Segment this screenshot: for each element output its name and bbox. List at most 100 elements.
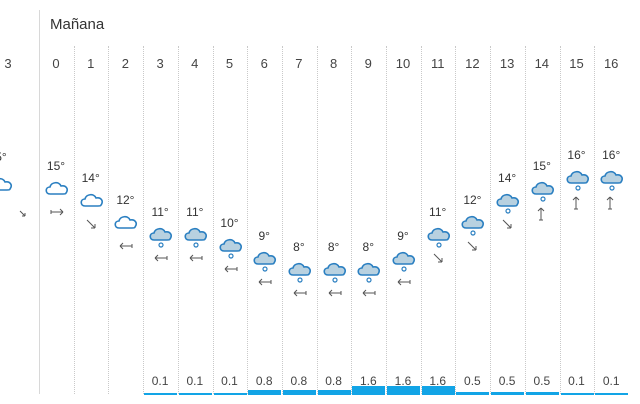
- hour-separator: [73, 46, 75, 394]
- hour-separator: [177, 46, 179, 394]
- hour-label: 5: [225, 56, 234, 71]
- precipitation-bar: [144, 393, 178, 395]
- hour-separator: [143, 46, 145, 394]
- hour-separator: [420, 46, 422, 394]
- rain-cloud-icon: [149, 227, 173, 248]
- hour-separator: [281, 46, 283, 394]
- precipitation-value: 0.8: [255, 374, 273, 388]
- rain-cloud-icon: [565, 170, 589, 191]
- rain-cloud-icon: [531, 181, 554, 202]
- day-divider: [39, 10, 40, 394]
- precipitation-bar: [352, 386, 386, 395]
- temp-label: 15°: [532, 159, 551, 173]
- hour-label: 0: [52, 56, 60, 71]
- rain-cloud-icon: [496, 193, 520, 214]
- wind-west-arrow-icon: [224, 265, 237, 273]
- day-label: Mañana: [50, 16, 105, 33]
- hour-column-prev: 3 5°: [0, 0, 40, 404]
- temp-label: 16°: [602, 148, 621, 162]
- rain-cloud-icon: [427, 227, 450, 248]
- hour-label: 10: [395, 56, 411, 71]
- hour-label: 14: [534, 56, 550, 71]
- hour-column: 11 11° 1.6: [420, 0, 456, 404]
- hour-separator: [386, 46, 387, 394]
- temp-label: 8°: [362, 240, 375, 254]
- wind-southeast-arrow-icon: [468, 241, 477, 251]
- rain-cloud-icon: [253, 251, 277, 272]
- precipitation-value: 0.8: [290, 374, 308, 388]
- hour-separator: [108, 46, 110, 394]
- hour-column: 5 10° 0.1: [212, 0, 248, 404]
- hour-separator: [212, 46, 214, 394]
- wind-arrow-icon: [19, 210, 26, 217]
- hour-label: 12: [465, 56, 480, 71]
- hour-label: 7: [295, 56, 303, 71]
- precipitation-value: 0.1: [221, 374, 238, 388]
- wind-west-arrow-icon: [293, 289, 307, 297]
- precipitation-bar: [317, 390, 351, 395]
- hour-label: 2: [121, 56, 129, 71]
- rain-cloud-icon: [184, 227, 207, 248]
- precipitation-value: 1.6: [429, 374, 447, 388]
- hour-column: 12 12° 0.5: [455, 0, 490, 404]
- hour-label: 11: [430, 56, 445, 71]
- wind-west-arrow-icon: [120, 242, 133, 250]
- temp-label: 12°: [463, 193, 482, 207]
- temp-label: 11°: [186, 205, 204, 219]
- hour-column: 13 14° 0.5: [490, 0, 525, 404]
- hour-column: 4 11° 0.1: [177, 0, 213, 404]
- hour-column: 9 8° 1.6: [351, 0, 386, 404]
- hour-column: 6 9° 0.8: [247, 0, 282, 404]
- cloud-icon: [80, 193, 103, 207]
- wind-north-arrow-icon: [606, 196, 614, 210]
- hour-label: 9: [364, 56, 372, 71]
- temp-label: 11°: [429, 205, 447, 219]
- wind-west-arrow-icon: [328, 289, 342, 297]
- hour-column: 15 16° 0.1: [559, 0, 595, 404]
- hour-column: 8 8° 0.8: [316, 0, 352, 404]
- precipitation-value: 0.1: [602, 374, 620, 388]
- temp-label: 14°: [498, 171, 517, 185]
- rain-cloud-icon: [288, 262, 311, 283]
- precipitation-bar: [595, 393, 629, 395]
- hour-label: 4: [191, 56, 199, 71]
- rain-cloud-icon: [218, 238, 242, 259]
- rain-cloud-icon: [323, 262, 346, 283]
- wind-southeast-arrow-icon: [433, 253, 443, 263]
- precipitation-value: 0.1: [568, 374, 585, 388]
- hour-column: 16 16° 0.1: [594, 0, 629, 404]
- hour-label: 3: [4, 56, 12, 71]
- wind-north-arrow-icon: [537, 207, 545, 221]
- precipitation-value: 0.5: [498, 374, 516, 388]
- hour-label: 16: [603, 56, 619, 71]
- precipitation-bar: [560, 393, 594, 395]
- hour-label: 6: [260, 56, 268, 71]
- rain-cloud-icon: [461, 215, 485, 236]
- hour-separator: [316, 46, 318, 394]
- temp-label: 8°: [327, 240, 340, 254]
- hour-column: 10 9° 1.6: [386, 0, 421, 404]
- temp-label: 14°: [81, 171, 100, 185]
- hour-label: 15: [569, 56, 584, 71]
- precipitation-bar: [456, 392, 490, 395]
- temp-label: 12°: [116, 193, 135, 207]
- precipitation-bar: [525, 392, 559, 395]
- cloud-icon: [45, 181, 68, 195]
- hour-column: 14 15° 0.5: [524, 0, 560, 404]
- temp-label: 15°: [46, 159, 66, 173]
- rain-cloud-icon: [392, 251, 415, 272]
- hour-separator: [455, 46, 457, 394]
- wind-southeast-arrow-icon: [502, 219, 512, 229]
- hour-separator: [247, 46, 249, 394]
- rain-cloud-icon: [600, 170, 624, 191]
- hour-separator: [594, 46, 596, 394]
- temp-label: 9°: [397, 229, 409, 243]
- precipitation-value: 0.5: [533, 374, 551, 388]
- precipitation-value: 0.1: [186, 374, 204, 388]
- cloud-icon: [114, 215, 138, 229]
- precipitation-bar: [491, 392, 525, 395]
- wind-west-arrow-icon: [154, 254, 168, 262]
- precipitation-value: 0.8: [325, 374, 342, 388]
- precipitation-bar: [282, 390, 316, 395]
- wind-north-arrow-icon: [572, 196, 579, 210]
